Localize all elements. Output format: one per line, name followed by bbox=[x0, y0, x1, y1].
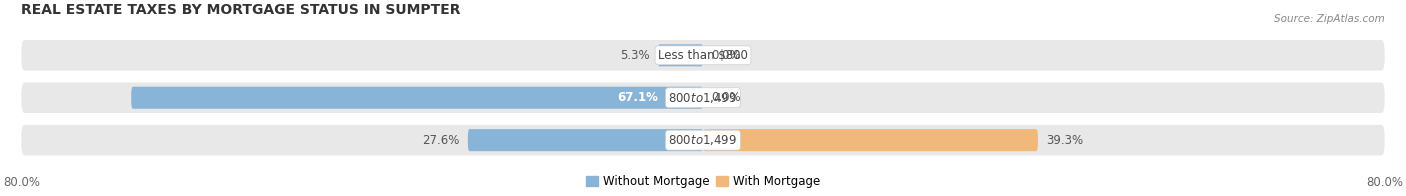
FancyBboxPatch shape bbox=[21, 83, 1385, 113]
Text: REAL ESTATE TAXES BY MORTGAGE STATUS IN SUMPTER: REAL ESTATE TAXES BY MORTGAGE STATUS IN … bbox=[21, 3, 461, 17]
FancyBboxPatch shape bbox=[131, 87, 703, 109]
Text: Source: ZipAtlas.com: Source: ZipAtlas.com bbox=[1274, 14, 1385, 24]
FancyBboxPatch shape bbox=[658, 44, 703, 66]
FancyBboxPatch shape bbox=[21, 40, 1385, 71]
Text: 39.3%: 39.3% bbox=[1046, 134, 1084, 147]
Text: 67.1%: 67.1% bbox=[617, 91, 658, 104]
Text: 5.3%: 5.3% bbox=[620, 49, 650, 62]
Text: 0.0%: 0.0% bbox=[711, 91, 741, 104]
Legend: Without Mortgage, With Mortgage: Without Mortgage, With Mortgage bbox=[581, 170, 825, 193]
Text: Less than $800: Less than $800 bbox=[658, 49, 748, 62]
Text: 27.6%: 27.6% bbox=[422, 134, 460, 147]
Text: $800 to $1,499: $800 to $1,499 bbox=[668, 91, 738, 105]
FancyBboxPatch shape bbox=[468, 129, 703, 151]
FancyBboxPatch shape bbox=[21, 125, 1385, 155]
Text: $800 to $1,499: $800 to $1,499 bbox=[668, 133, 738, 147]
Text: 0.0%: 0.0% bbox=[711, 49, 741, 62]
FancyBboxPatch shape bbox=[703, 129, 1038, 151]
